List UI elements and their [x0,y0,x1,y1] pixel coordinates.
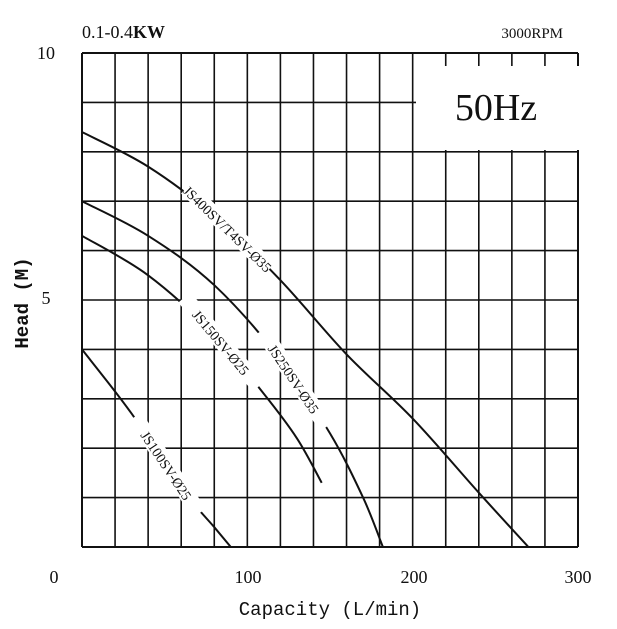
rpm-header: 3000RPM [501,26,563,42]
curve-label-js150sv: JS150SV-Ø25 [188,308,251,379]
x-axis-label: Capacity (L/min) [239,599,421,621]
x-tick-label-100: 100 [235,567,262,587]
x-tick-label-300: 300 [565,567,592,587]
curve-js250sv [81,200,384,548]
power-range-value: 0.1-0.4 [82,22,133,42]
y-axis-label: Head (M) [12,257,34,348]
curve-label-js150sv-background [178,292,266,392]
curve-label-js100sv: JS100SV-Ø25 [137,429,194,504]
curve-label-js250sv-background [255,325,334,432]
power-range-header: 0.1-0.4KW [82,22,165,42]
y-tick-label-5: 5 [42,288,51,308]
curve-label-js400sv-background [181,182,276,275]
curve-label-js100sv-background [128,412,207,518]
pump-curves [81,131,530,548]
x-tick-label-200: 200 [401,567,428,587]
frequency-label: 50Hz [455,87,537,129]
frequency-label-box [416,66,579,150]
power-range-unit: KW [133,22,165,42]
y-tick-label-10: 10 [37,43,55,63]
x-tick-label-0: 0 [50,567,59,587]
curve-js400sv [81,131,530,548]
curve-label-js400sv: JS400SV/T4SV-Ø35 [179,184,273,276]
